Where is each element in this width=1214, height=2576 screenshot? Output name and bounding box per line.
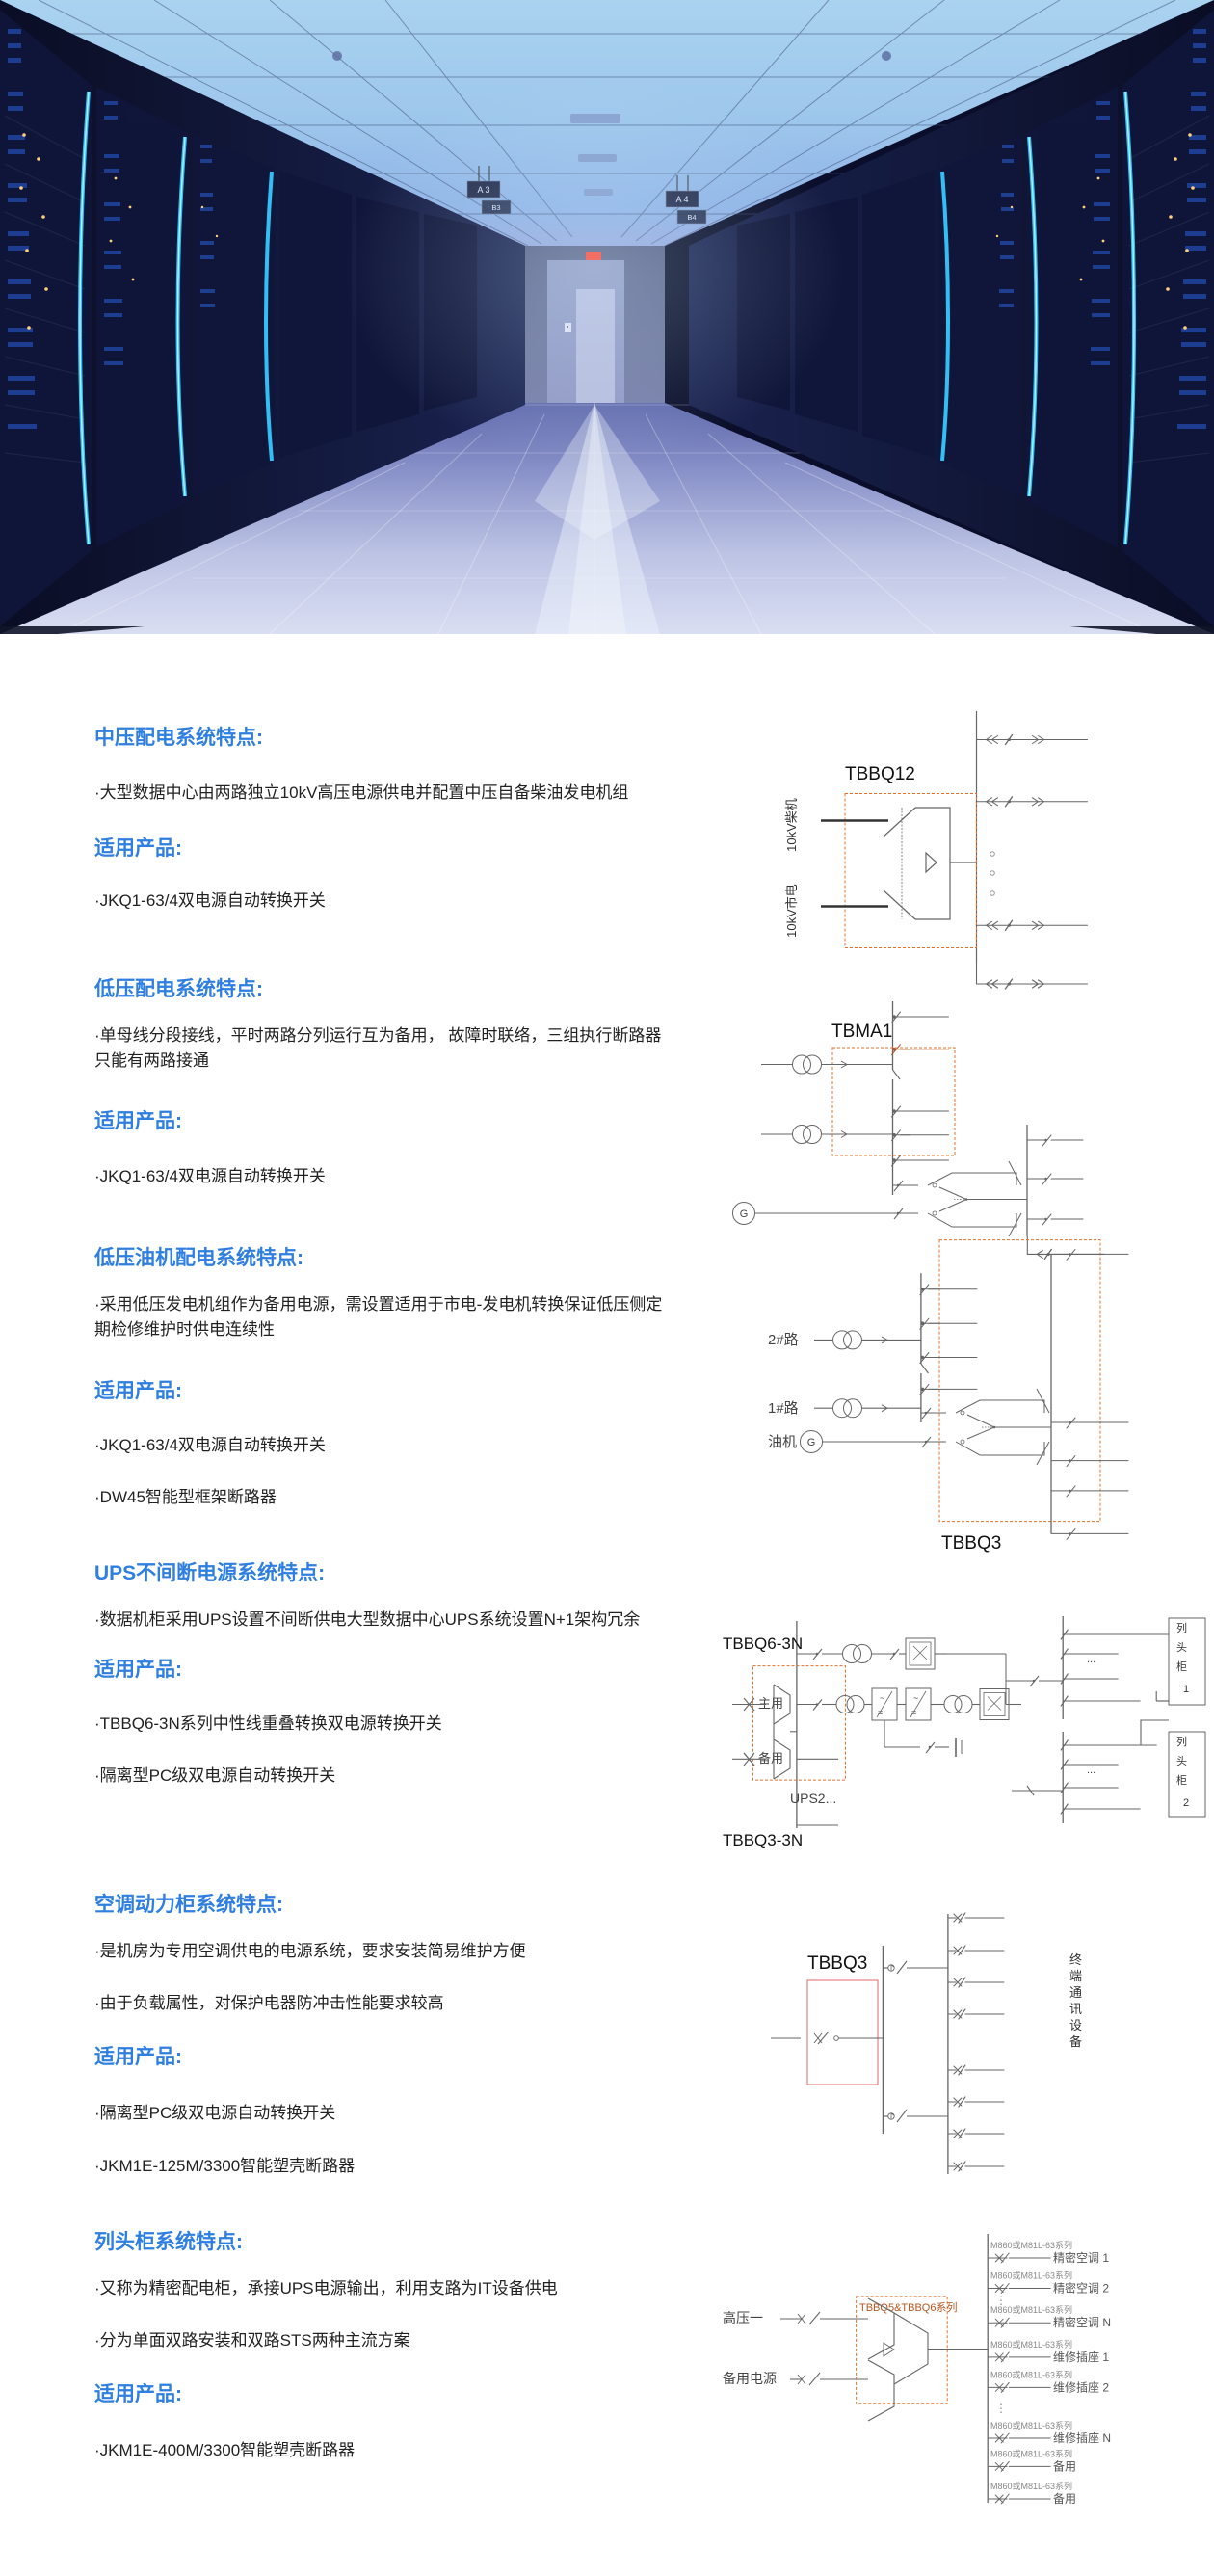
svg-text:...: ... (1087, 1765, 1095, 1776)
svg-text:端: 端 (1069, 1969, 1082, 1983)
svg-text:TBBQ5&TBBQ6系列: TBBQ5&TBBQ6系列 (859, 2300, 957, 2314)
svg-text:列: 列 (1176, 1735, 1187, 1748)
svg-text:备用电源: 备用电源 (723, 2371, 777, 2386)
svg-text:M860或M81L-63系列: M860或M81L-63系列 (990, 2240, 1072, 2250)
svg-text:维修插座 2: 维修插座 2 (1053, 2379, 1109, 2394)
svg-text:高压一: 高压一 (723, 2310, 763, 2325)
svg-text:~: ~ (913, 1693, 918, 1703)
svg-text:=: = (878, 1708, 883, 1717)
svg-text:1#路: 1#路 (768, 1400, 799, 1417)
svg-text:M860或M81L-63系列: M860或M81L-63系列 (990, 2420, 1072, 2430)
svg-text:10kV市电: 10kV市电 (784, 884, 799, 938)
svg-text:M860或M81L-63系列: M860或M81L-63系列 (990, 2369, 1072, 2379)
svg-text:M860或M81L-63系列: M860或M81L-63系列 (990, 2339, 1072, 2350)
svg-text:主用: 主用 (758, 1696, 783, 1711)
svg-text:G: G (740, 1208, 749, 1220)
svg-text:TBBQ6-3N: TBBQ6-3N (723, 1634, 803, 1653)
svg-text:设: 设 (1069, 2018, 1082, 2032)
svg-text:...: ... (1087, 1654, 1095, 1665)
svg-text:G: G (807, 1437, 816, 1448)
svg-text:精密空调 1: 精密空调 1 (1053, 2250, 1109, 2265)
svg-text:备用: 备用 (1053, 2492, 1076, 2506)
svg-text:UPS2...: UPS2... (790, 1791, 836, 1806)
svg-text:M860或M81L-63系列: M860或M81L-63系列 (990, 2448, 1072, 2458)
svg-text:⋮: ⋮ (995, 2294, 1007, 2307)
svg-text:维修插座 N: 维修插座 N (1053, 2430, 1111, 2445)
svg-text:头: 头 (1176, 1755, 1187, 1767)
svg-text:⋮: ⋮ (995, 2402, 1007, 2415)
svg-text:精密空调 N: 精密空调 N (1053, 2315, 1111, 2329)
svg-text:列: 列 (1176, 1621, 1187, 1634)
svg-text:TBMA1: TBMA1 (831, 1022, 892, 1042)
svg-text:TBBQ3: TBBQ3 (807, 1953, 867, 1974)
svg-text:通: 通 (1069, 1985, 1082, 2000)
svg-text:备: 备 (1069, 2034, 1082, 2049)
svg-text:TBBQ3: TBBQ3 (941, 1533, 1001, 1554)
svg-text:10kV柴机: 10kV柴机 (784, 798, 799, 852)
svg-text:柜: 柜 (1176, 1774, 1187, 1787)
svg-text:=: = (911, 1708, 916, 1717)
svg-text:TBBQ3-3N: TBBQ3-3N (723, 1831, 803, 1849)
svg-text:备用: 备用 (1053, 2459, 1076, 2473)
svg-text:柜: 柜 (1176, 1660, 1187, 1673)
svg-text:油机: 油机 (768, 1434, 797, 1450)
svg-text:TBBQ12: TBBQ12 (845, 764, 915, 784)
svg-text:M860或M81L-63系列: M860或M81L-63系列 (990, 2271, 1072, 2281)
svg-text:备用: 备用 (758, 1751, 783, 1766)
svg-text:~: ~ (880, 1693, 884, 1703)
svg-text:1: 1 (1183, 1684, 1189, 1695)
svg-text:M860或M81L-63系列: M860或M81L-63系列 (990, 2481, 1072, 2491)
svg-text:头: 头 (1176, 1641, 1187, 1654)
svg-text:精密空调 2: 精密空调 2 (1053, 2281, 1109, 2296)
svg-text:2#路: 2#路 (768, 1332, 799, 1348)
svg-text:维修插座 1: 维修插座 1 (1053, 2350, 1109, 2364)
svg-text:讯: 讯 (1069, 2002, 1082, 2016)
svg-text:终: 终 (1069, 1952, 1082, 1967)
svg-text:2: 2 (1183, 1797, 1189, 1809)
